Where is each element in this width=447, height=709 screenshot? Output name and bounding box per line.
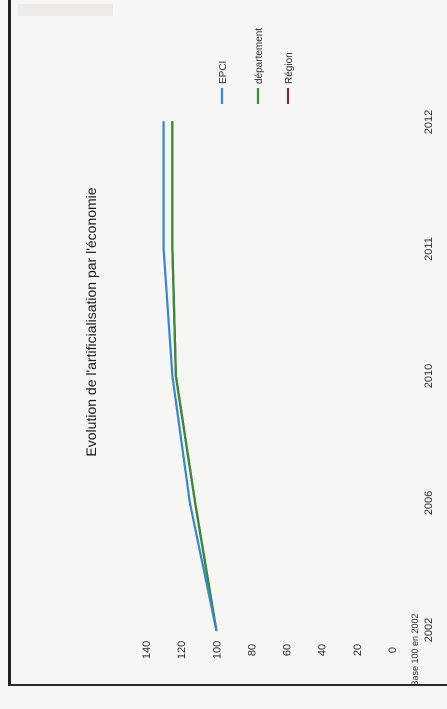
chart-title: Evolution de l'artificialisation par l'é… — [83, 187, 99, 456]
y-tick-label: 20 — [352, 644, 364, 656]
x-axis-ticks: 2002 2006 2010 2011 2012 — [423, 110, 435, 642]
x-tick-label: 2006 — [423, 491, 435, 515]
y-tick-label: 40 — [317, 644, 329, 656]
series-line-epci — [162, 120, 218, 632]
chart-title-group: Evolution de l'artificialisation par l'é… — [83, 187, 99, 456]
y-axis-label: Base 100 en 2002 — [410, 613, 420, 686]
y-axis-label-group: Base 100 en 2002 — [410, 613, 420, 686]
x-tick-label: 2011 — [423, 237, 435, 261]
series-line-d-partement — [171, 120, 218, 632]
y-axis-ticks: 0 20 40 60 80 100 120 140 — [141, 641, 399, 659]
bottom-frame-border — [8, 684, 447, 686]
y-tick-label: 80 — [246, 644, 258, 656]
left-frame-border — [8, 0, 11, 686]
scan-smudge — [18, 4, 113, 16]
y-tick-label: 120 — [176, 641, 188, 659]
y-tick-label: 100 — [211, 641, 223, 659]
legend-label: département — [254, 28, 265, 84]
y-tick-label: 140 — [141, 641, 153, 659]
legend-label: EPCI — [218, 61, 229, 84]
y-tick-label: 60 — [282, 644, 294, 656]
y-tick-label: 0 — [387, 647, 399, 653]
legend-label: Région — [284, 52, 295, 84]
series-lines — [162, 120, 218, 632]
x-tick-label: 2012 — [423, 110, 435, 134]
legend: EPCI département Région — [218, 28, 295, 104]
x-tick-label: 2002 — [423, 618, 435, 642]
series-line-r-gion — [171, 120, 218, 632]
x-tick-label: 2010 — [423, 364, 435, 388]
